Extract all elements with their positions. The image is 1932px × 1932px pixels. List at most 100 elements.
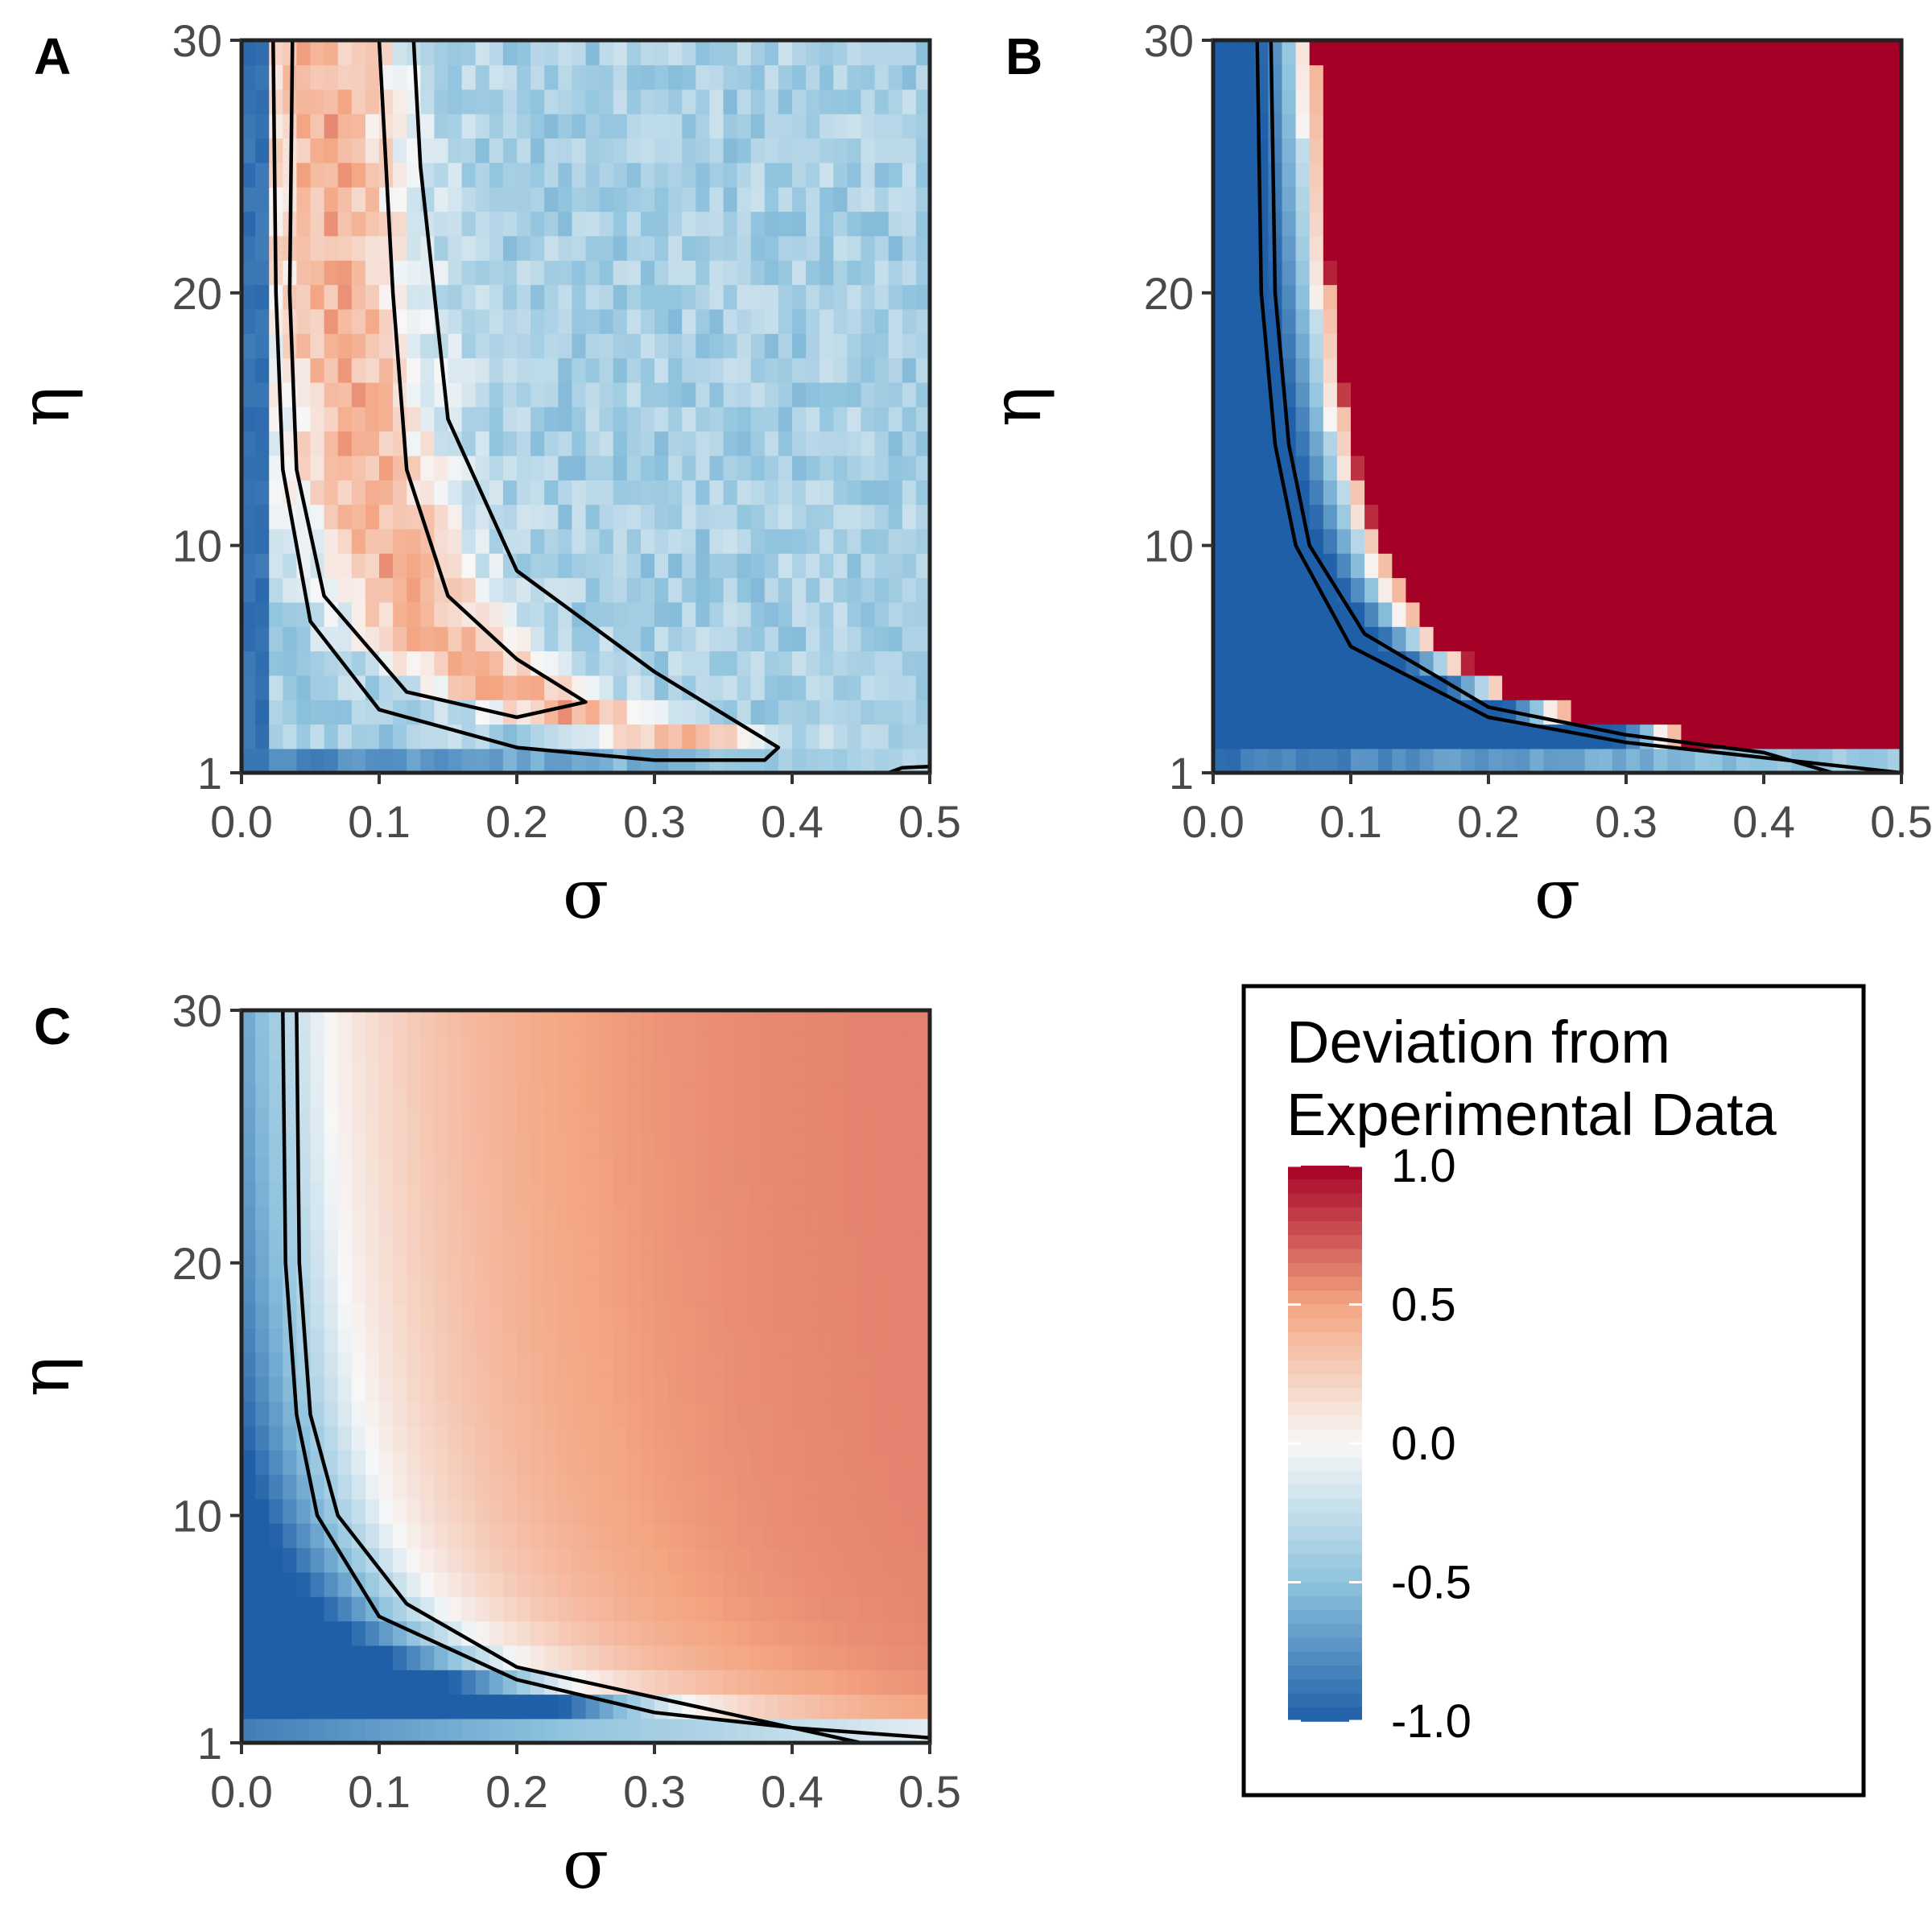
heatmap-cell — [502, 1523, 518, 1549]
heatmap-cell — [1323, 187, 1338, 213]
heatmap-cell — [544, 235, 559, 261]
heatmap-cell — [1749, 89, 1765, 114]
heatmap-cell — [407, 1670, 422, 1695]
heatmap-cell — [337, 504, 353, 530]
heatmap-cell — [1749, 748, 1765, 774]
heatmap-cell — [407, 1498, 422, 1524]
heatmap-cell — [1323, 700, 1338, 725]
heatmap-cell — [1530, 308, 1545, 334]
heatmap-cell — [1846, 260, 1861, 286]
heatmap-cell — [1530, 748, 1545, 774]
heatmap-cell — [1364, 601, 1379, 627]
heatmap-cell — [613, 1401, 628, 1426]
heatmap-cell — [1832, 407, 1847, 432]
heatmap-cell — [668, 528, 683, 554]
heatmap-cell — [1364, 187, 1379, 213]
heatmap-cell — [750, 455, 766, 481]
x-tick-label: 0.1 — [348, 796, 411, 847]
heatmap-cell — [1419, 480, 1435, 506]
heatmap-cell — [1681, 553, 1696, 579]
heatmap-cell — [585, 1596, 601, 1622]
heatmap-cell — [902, 162, 917, 188]
heatmap-cell — [324, 1181, 339, 1207]
heatmap-cell — [1873, 675, 1889, 700]
heatmap-cell — [585, 553, 601, 579]
heatmap-cell — [1227, 187, 1241, 213]
heatmap-cell — [283, 1084, 298, 1109]
heatmap-cell — [407, 1571, 422, 1597]
heatmap-cell — [1543, 528, 1558, 554]
heatmap-cell — [489, 357, 504, 383]
heatmap-cell — [1736, 138, 1751, 163]
heatmap-cell — [723, 40, 738, 66]
heatmap-cell — [1268, 700, 1283, 725]
heatmap-cell — [696, 577, 711, 603]
heatmap-cell — [723, 1254, 738, 1280]
heatmap-cell — [1392, 187, 1407, 213]
heatmap-cell — [1502, 138, 1517, 163]
heatmap-cell — [1818, 650, 1834, 676]
heatmap-cell — [1282, 626, 1297, 652]
heatmap-cell — [792, 1157, 807, 1183]
heatmap-cell — [778, 114, 793, 139]
heatmap-cell — [393, 260, 407, 286]
heatmap-cell — [902, 211, 917, 237]
heatmap-cell — [750, 1254, 766, 1280]
heatmap-cell — [723, 211, 738, 237]
heatmap-cell — [502, 1230, 518, 1256]
colorbar-segment — [1288, 1484, 1362, 1500]
heatmap-cell — [269, 1670, 284, 1695]
heatmap-cell — [1336, 700, 1352, 725]
heatmap-cell — [310, 1377, 325, 1402]
heatmap-cell — [420, 1303, 436, 1329]
heatmap-cell — [269, 724, 284, 749]
heatmap-cell — [1722, 675, 1737, 700]
colorbar-segment — [1288, 1290, 1362, 1306]
heatmap-cell — [365, 528, 380, 554]
heatmap-cell — [1392, 748, 1407, 774]
heatmap-cell — [1543, 382, 1558, 407]
heatmap-cell — [861, 480, 876, 506]
heatmap-cell — [1241, 480, 1256, 506]
heatmap-cell — [1598, 626, 1613, 652]
heatmap-cell — [530, 357, 545, 383]
heatmap-cell — [1667, 357, 1682, 383]
heatmap-cell — [1681, 211, 1696, 237]
heatmap-cell — [1351, 260, 1365, 286]
heatmap-cell — [1351, 407, 1365, 432]
heatmap-cell — [1336, 235, 1352, 261]
heatmap-cell — [737, 1547, 752, 1573]
heatmap-cell — [709, 333, 724, 359]
heatmap-cell — [572, 333, 587, 359]
heatmap-cell — [1887, 284, 1902, 310]
heatmap-cell — [1392, 528, 1407, 554]
heatmap-cell — [626, 1718, 642, 1744]
heatmap-cell — [558, 89, 573, 114]
heatmap-cell — [420, 1498, 436, 1524]
heatmap-cell — [558, 724, 573, 749]
heatmap-cell — [517, 1571, 531, 1597]
colorbar-segment — [1288, 1318, 1362, 1333]
heatmap-cell — [833, 748, 848, 774]
heatmap-cell — [737, 357, 752, 383]
heatmap-cell — [1474, 211, 1489, 237]
heatmap-cell — [572, 1425, 587, 1451]
heatmap-cell — [778, 1645, 793, 1670]
heatmap-cell — [393, 64, 407, 90]
heatmap-cell — [283, 40, 298, 66]
heatmap-cell — [1722, 504, 1737, 530]
heatmap-cell — [544, 138, 559, 163]
heatmap-cell — [1777, 114, 1792, 139]
heatmap-cell — [1530, 114, 1545, 139]
heatmap-cell — [1309, 675, 1324, 700]
heatmap-cell — [1818, 455, 1834, 481]
heatmap-cell — [489, 1303, 504, 1329]
heatmap-cell — [1722, 382, 1737, 407]
heatmap-cell — [255, 284, 270, 310]
heatmap-cell — [475, 577, 490, 603]
heatmap-cell — [572, 357, 587, 383]
heatmap-cell — [640, 1327, 655, 1353]
heatmap-cell — [806, 675, 820, 700]
x-tick-label: 0.3 — [623, 1766, 686, 1817]
heatmap-cell — [888, 431, 903, 456]
